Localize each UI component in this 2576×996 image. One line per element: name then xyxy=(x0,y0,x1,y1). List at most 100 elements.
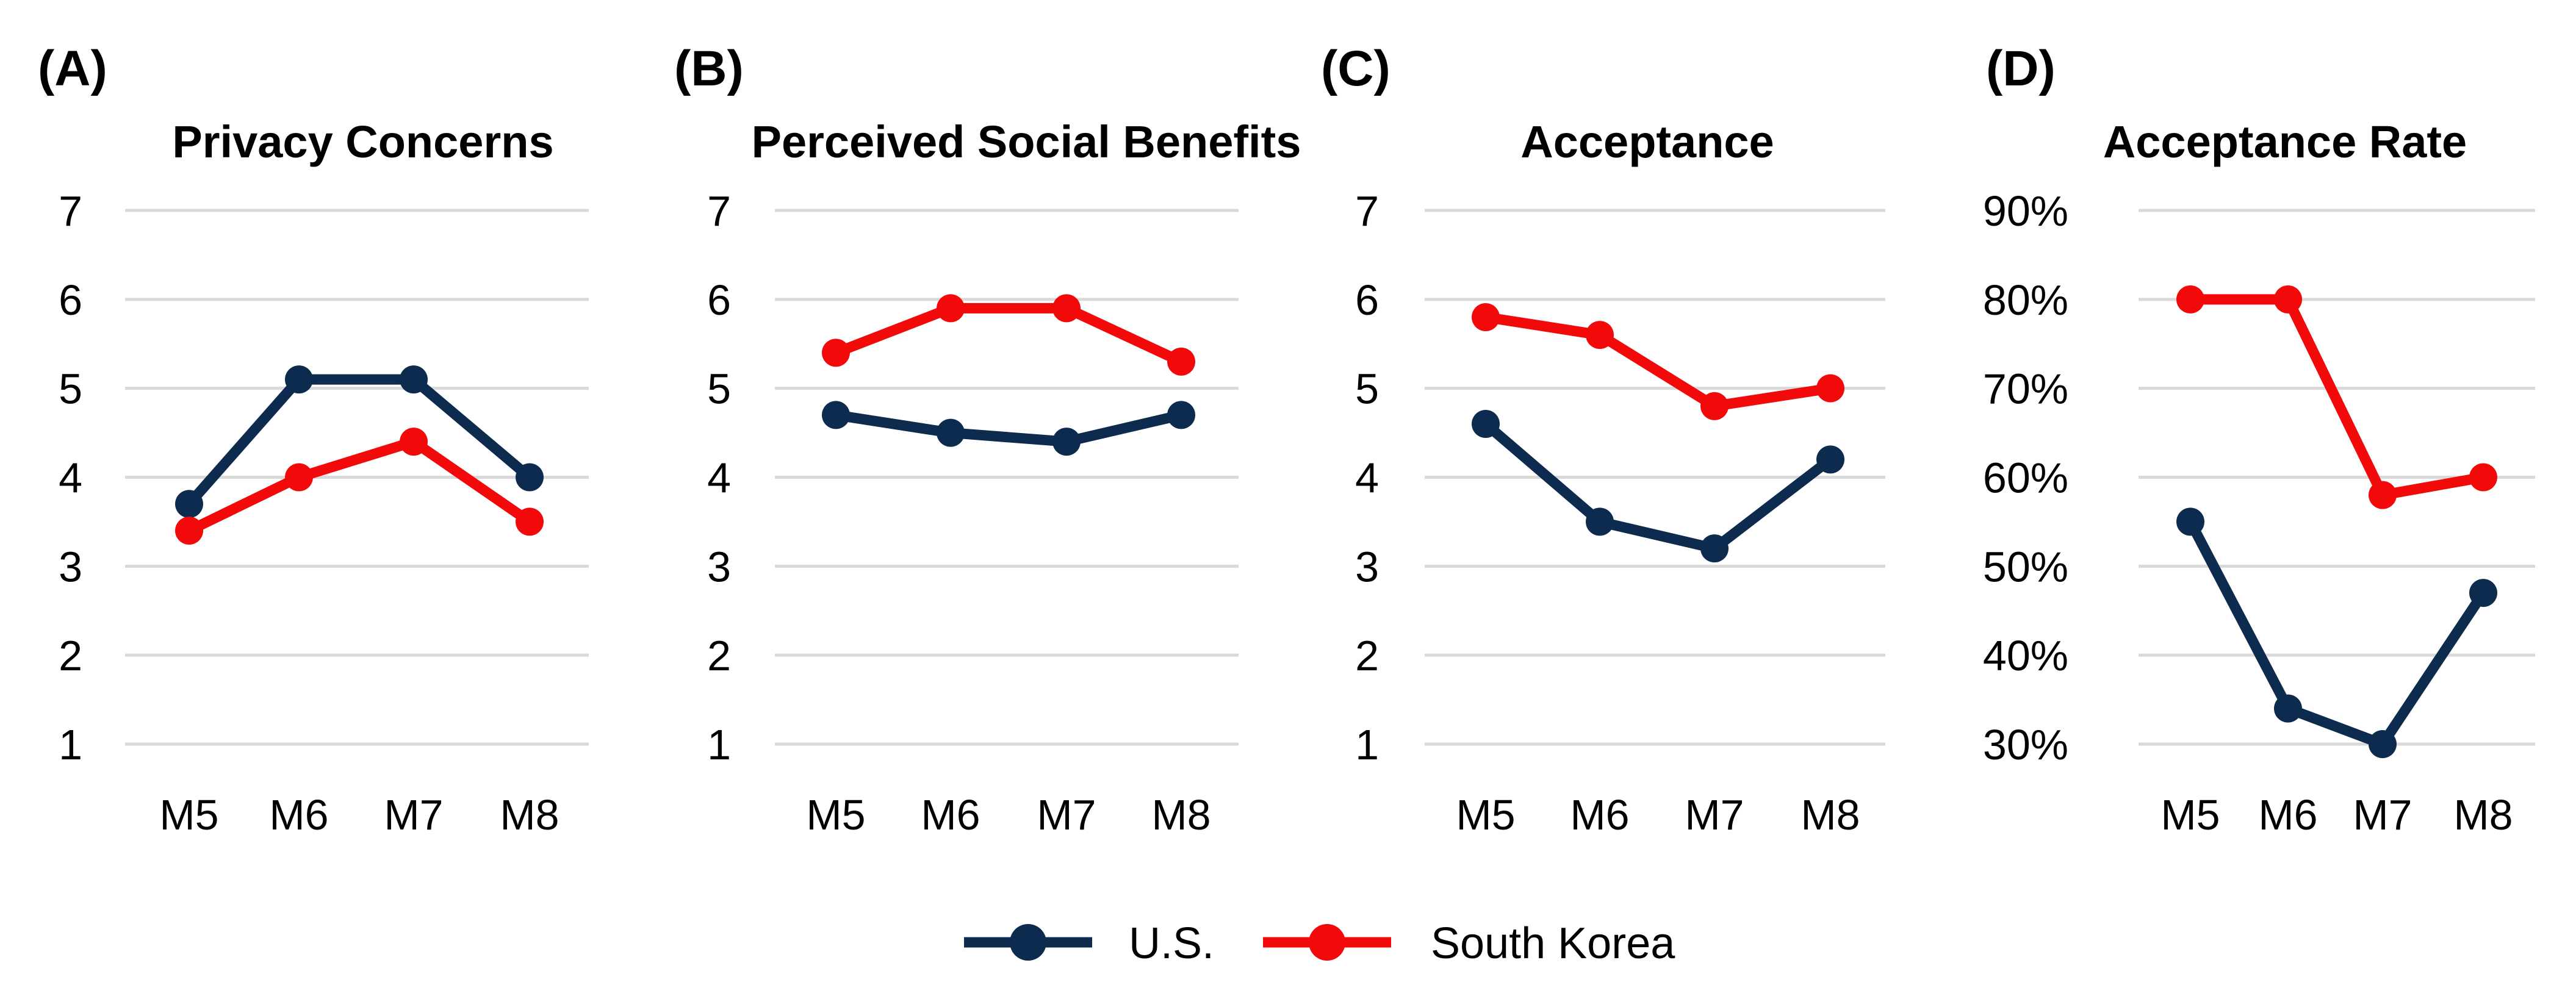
legend-label: U.S. xyxy=(1129,919,1214,968)
series-line xyxy=(2185,294,2489,501)
x-tick-label: M7 xyxy=(1685,791,1744,839)
data-point xyxy=(1700,392,1729,420)
y-tick-label: 7 xyxy=(59,187,82,235)
y-tick-label: 1 xyxy=(59,721,82,768)
series-line xyxy=(184,436,535,536)
series-line xyxy=(184,374,535,509)
legend: U.S. South Korea xyxy=(964,919,1675,968)
legend-item: U.S. xyxy=(964,919,1214,968)
data-point xyxy=(937,418,965,447)
chart-panel: (C) Acceptance 1 2 3 4 5 6 7 M5 M6 M7 M8 xyxy=(1321,41,1885,839)
data-point xyxy=(1586,507,1614,536)
y-tick-label: 2 xyxy=(1355,632,1379,679)
panel-label: (C) xyxy=(1321,41,1391,96)
y-tick-label: 5 xyxy=(1355,365,1379,413)
series-line xyxy=(830,303,1187,367)
series-line xyxy=(1480,418,1836,554)
chart-panel: (B)Perceived Social Benefits 1 2 3 4 5 6 7 M5 M6 M… xyxy=(674,41,1301,839)
data-point xyxy=(937,294,965,323)
data-point xyxy=(1472,303,1500,331)
y-tick-label: 4 xyxy=(59,454,82,502)
x-tick-label: M6 xyxy=(921,791,980,839)
x-tick-label: M8 xyxy=(2453,791,2513,839)
data-point xyxy=(516,463,544,492)
y-tick-label: 50% xyxy=(1983,543,2068,590)
data-point xyxy=(2274,694,2302,723)
data-point xyxy=(1052,428,1081,456)
panel-title: Perceived Social Benefits xyxy=(752,116,1301,167)
y-tick-label: 3 xyxy=(707,543,731,590)
y-tick-label: 40% xyxy=(1983,632,2068,679)
data-point xyxy=(1167,401,1195,429)
y-tick-label: 6 xyxy=(1355,276,1379,324)
data-point xyxy=(2369,730,2397,758)
y-tick-label: 30% xyxy=(1983,721,2068,768)
data-point xyxy=(175,517,203,545)
y-tick-label: 5 xyxy=(59,365,82,413)
data-point xyxy=(285,365,313,394)
data-point xyxy=(175,490,203,518)
panel-title: Acceptance Rate xyxy=(2103,116,2467,167)
y-tick-label: 80% xyxy=(1983,276,2068,324)
data-point xyxy=(2176,507,2204,536)
y-tick-label: 60% xyxy=(1983,454,2068,502)
legend-marker xyxy=(1309,924,1345,961)
x-tick-label: M8 xyxy=(1151,791,1211,839)
data-point xyxy=(1052,294,1081,323)
data-point xyxy=(516,507,544,536)
data-point xyxy=(2176,285,2204,313)
data-point xyxy=(1586,321,1614,349)
x-tick-label: M8 xyxy=(1801,791,1860,839)
y-tick-label: 4 xyxy=(1355,454,1379,502)
x-tick-label: M5 xyxy=(806,791,865,839)
data-point xyxy=(1816,445,1844,474)
y-tick-label: 1 xyxy=(707,721,731,768)
x-tick-label: M8 xyxy=(500,791,559,839)
panel-label: (D) xyxy=(1986,41,2056,96)
y-tick-label: 70% xyxy=(1983,365,2068,413)
data-point xyxy=(1816,374,1844,403)
chart-panel: (A) Privacy Concerns 1 2 3 4 5 6 7 M5 M6 M7 M8 xyxy=(38,41,589,839)
chart-panel: (D) Acceptance Rate 30% 40% 50% 60% 70% 80% 90% M… xyxy=(1983,41,2535,839)
x-tick-label: M7 xyxy=(2353,791,2412,839)
panel-title: Privacy Concerns xyxy=(172,116,553,167)
x-tick-label: M5 xyxy=(159,791,218,839)
x-tick-label: M5 xyxy=(1456,791,1515,839)
data-point xyxy=(2469,579,2497,607)
y-tick-label: 2 xyxy=(59,632,82,679)
data-point xyxy=(400,428,428,456)
y-tick-label: 6 xyxy=(59,276,82,324)
y-tick-label: 3 xyxy=(1355,543,1379,590)
data-point xyxy=(285,463,313,492)
y-tick-label: 5 xyxy=(707,365,731,413)
data-point xyxy=(2274,285,2302,313)
data-point xyxy=(822,401,850,429)
data-point xyxy=(1700,534,1729,563)
x-tick-label: M5 xyxy=(2160,791,2220,839)
y-tick-label: 7 xyxy=(707,187,731,235)
y-tick-label: 90% xyxy=(1983,187,2068,235)
data-point xyxy=(822,339,850,367)
data-point xyxy=(2469,463,2497,492)
x-tick-label: M6 xyxy=(1570,791,1629,839)
data-point xyxy=(1472,410,1500,438)
panel-label: (B) xyxy=(674,41,744,96)
legend-label: South Korea xyxy=(1431,919,1675,968)
data-point xyxy=(1167,347,1195,376)
series-line xyxy=(830,409,1187,447)
x-tick-label: M7 xyxy=(1037,791,1096,839)
y-tick-label: 4 xyxy=(707,454,731,502)
series-line xyxy=(2185,516,2489,750)
data-point xyxy=(400,365,428,394)
y-tick-label: 1 xyxy=(1355,721,1379,768)
x-tick-label: M6 xyxy=(269,791,328,839)
y-tick-label: 7 xyxy=(1355,187,1379,235)
x-tick-label: M7 xyxy=(384,791,443,839)
y-tick-label: 2 xyxy=(707,632,731,679)
data-point xyxy=(2369,481,2397,509)
panel-title: Acceptance xyxy=(1520,116,1774,167)
y-tick-label: 6 xyxy=(707,276,731,324)
y-tick-label: 3 xyxy=(59,543,82,590)
